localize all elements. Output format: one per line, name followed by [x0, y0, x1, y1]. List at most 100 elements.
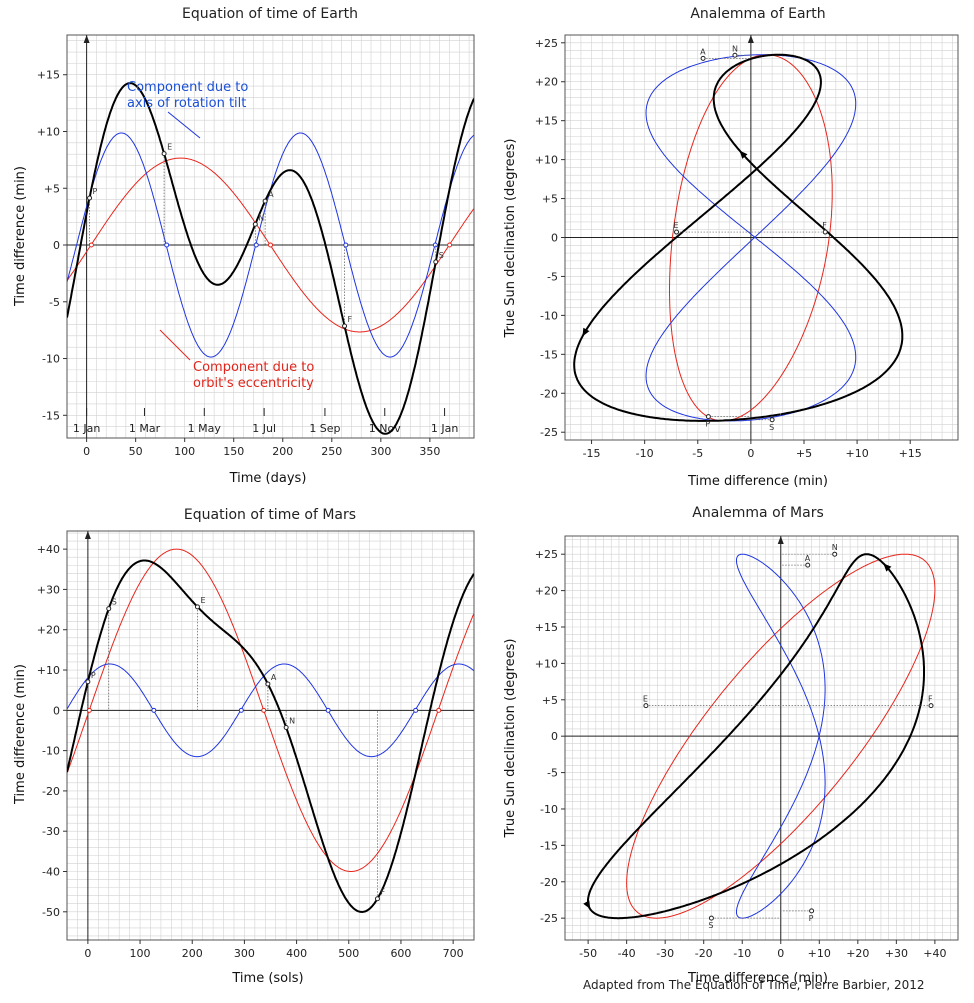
marker-dot: [705, 414, 711, 420]
marker-label-P: P: [809, 914, 814, 923]
y-tick-label: -15: [540, 348, 558, 361]
zero-crossing: [432, 242, 438, 248]
y-tick-label: +10: [535, 657, 558, 670]
y-tick-label: -30: [42, 825, 60, 838]
eot-mars-frame: [66, 530, 475, 941]
y-tick-label: 0: [53, 704, 60, 717]
y-tick-label: +20: [535, 585, 558, 598]
y-tick-label: -15: [42, 409, 60, 422]
direction-arrow: [582, 327, 590, 337]
zero-crossing: [447, 242, 453, 248]
month-label: 1 Sep: [309, 422, 340, 435]
x-tick-label: +10: [845, 447, 868, 460]
x-tick-label: 150: [223, 445, 244, 458]
marker-label-S: S: [769, 423, 774, 432]
marker-dot: [643, 703, 649, 709]
eot-earth-y-axis-arrow: [83, 35, 90, 43]
y-tick-label: +10: [37, 664, 60, 677]
month-label: 1 Jul: [252, 422, 276, 435]
y-tick-label: -10: [540, 309, 558, 322]
marker-dot: [161, 151, 167, 157]
x-tick-label: +20: [846, 947, 869, 960]
marker-label-F: F: [822, 221, 827, 230]
annotation-tilt-line1: Component due to: [127, 80, 248, 95]
y-tick-label: 0: [53, 239, 60, 252]
eot-earth: 0 50 100 150 200 250 300 350 -15 -10 -5 0 +5 +10 +15 Eq…: [13, 6, 475, 486]
y-tick-label: +5: [542, 193, 558, 206]
y-tick-label: -5: [547, 270, 558, 283]
y-tick-label: -20: [540, 876, 558, 889]
marker-dot: [822, 229, 828, 235]
y-tick-label: -5: [49, 296, 60, 309]
eot-mars: 0 100 200 300 400 500 600 700 -50 -40 -30 -20 -10 0 +1…: [13, 507, 475, 986]
y-tick-label: -5: [547, 767, 558, 780]
marker-dot: [700, 55, 706, 61]
marker-label-P: P: [91, 671, 96, 680]
marker-dot: [769, 417, 775, 423]
analemma-mars-y-axis-arrow: [777, 536, 784, 544]
y-tick-label: +10: [37, 125, 60, 138]
y-tick-label: +25: [535, 37, 558, 50]
x-tick-label: +10: [808, 947, 831, 960]
x-tick-label: 500: [338, 947, 359, 960]
x-tick-label: 300: [234, 947, 255, 960]
zero-crossing: [151, 707, 157, 713]
y-tick-label: -20: [540, 387, 558, 400]
analemma-mars: -50 -40 -30 -20 -10 0 +10 +20 +30 +40-25-20-15-10…: [503, 505, 959, 986]
eot-earth-frame: [66, 34, 475, 439]
marker-dot: [832, 551, 838, 557]
y-tick-label: -50: [42, 906, 60, 919]
analemma-mars-frame: [564, 535, 959, 941]
annotation-tilt-line2: axis of rotation tilt: [127, 96, 246, 111]
annotation-tilt-pointer: [167, 111, 201, 139]
annotation-ecc-pointer: [159, 329, 191, 361]
eot-mars-y-axis-arrow: [84, 531, 91, 539]
y-tick-label: +10: [535, 154, 558, 167]
y-tick-label: 0: [551, 232, 558, 245]
series-line-total: [67, 559, 474, 914]
x-tick-label: -5: [692, 447, 703, 460]
analemma-mars-grid: [564, 536, 959, 941]
x-tick-label: 350: [419, 445, 440, 458]
y-tick-label: -25: [540, 912, 558, 925]
marker-dot: [805, 562, 811, 568]
y-tick-label: +40: [37, 543, 60, 556]
marker-label-A: A: [805, 554, 811, 563]
x-tick-label: 100: [130, 947, 151, 960]
eot-earth-series: [67, 82, 474, 435]
x-tick-label: -10: [636, 447, 654, 460]
eot-mars-grid: [66, 531, 475, 940]
zero-crossing: [253, 242, 259, 248]
zero-crossing: [86, 707, 92, 713]
x-tick-label: 200: [272, 445, 293, 458]
analemma-mars-xlabel: Time difference (min): [687, 971, 828, 986]
marker-label-N: N: [258, 213, 264, 222]
annotation-ecc-line2: orbit's eccentricity: [193, 376, 314, 391]
marker-dot: [106, 606, 112, 612]
month-label: 1 Jan: [73, 422, 100, 435]
y-tick-label: +15: [37, 69, 60, 82]
x-tick-label: 700: [443, 947, 464, 960]
marker-dot: [85, 679, 91, 685]
zero-crossing: [164, 242, 170, 248]
x-tick-label: -40: [618, 947, 636, 960]
eot-mars-ylabel: Time difference (min): [13, 664, 28, 805]
y-tick-label: -15: [540, 839, 558, 852]
eot-mars-series: [67, 548, 474, 914]
zero-crossing: [261, 707, 267, 713]
analemma-earth-curves: [573, 53, 904, 422]
series-line-tilt: [67, 663, 474, 758]
marker-label-S: S: [708, 921, 713, 930]
marker-label-E: E: [167, 143, 172, 152]
marker-label-E: E: [674, 221, 679, 230]
marker-label-F: F: [380, 888, 385, 897]
eot-mars-title: Equation of time of Mars: [184, 507, 356, 523]
analemma-earth-y-axis-arrow: [747, 35, 754, 43]
marker-label-E: E: [200, 596, 205, 605]
y-tick-label: +15: [535, 115, 558, 128]
y-tick-label: -20: [42, 785, 60, 798]
x-tick-label: 200: [182, 947, 203, 960]
x-tick-label: -15: [583, 447, 601, 460]
marker-dot: [262, 198, 268, 204]
